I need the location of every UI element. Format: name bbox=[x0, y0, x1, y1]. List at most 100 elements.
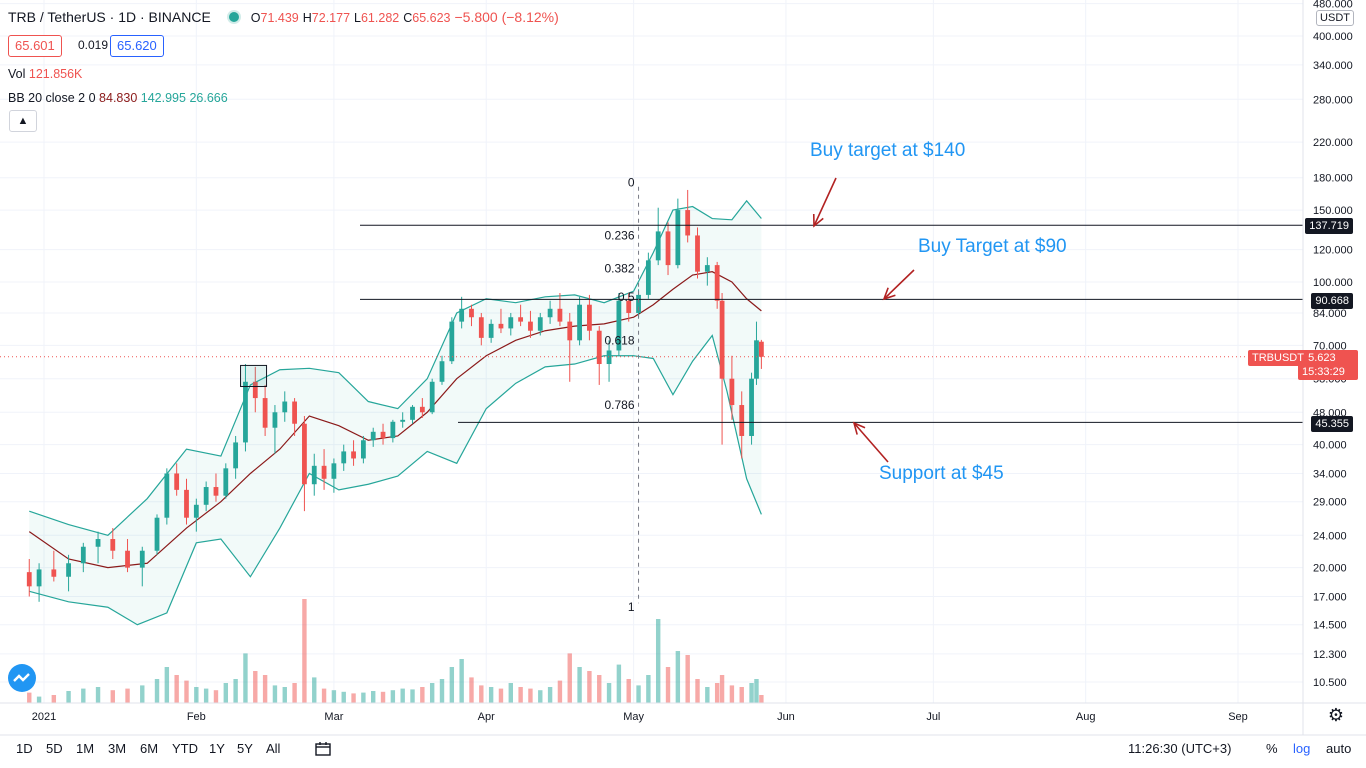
candle-body bbox=[449, 321, 455, 362]
ohlc-label: H bbox=[302, 11, 312, 25]
candle-body bbox=[282, 401, 288, 413]
calendar-icon[interactable] bbox=[314, 741, 332, 760]
change-value: −5.800 (−8.12%) bbox=[454, 9, 559, 25]
x-tick-label: Jul bbox=[926, 711, 940, 723]
volume-bar bbox=[739, 687, 744, 703]
volume-bar bbox=[439, 679, 445, 703]
candle-body bbox=[537, 317, 543, 331]
range-button-6m[interactable]: 6M bbox=[140, 741, 159, 756]
candle-body bbox=[577, 304, 582, 341]
range-button-1d[interactable]: 1D bbox=[16, 741, 33, 756]
candle-body bbox=[478, 317, 484, 338]
y-tick-label: 70.000 bbox=[1313, 340, 1347, 352]
ohlc-value: 65.623 bbox=[412, 11, 451, 25]
symbol-title[interactable]: TRB / TetherUS · 1D · BINANCE bbox=[8, 9, 211, 25]
tradingview-logo-icon[interactable] bbox=[8, 664, 36, 692]
volume-bar bbox=[567, 653, 572, 703]
candle-body bbox=[498, 323, 504, 329]
candle-body bbox=[469, 308, 474, 318]
candle-body bbox=[439, 361, 445, 382]
volume-bar bbox=[719, 675, 725, 703]
bottom-toolbar: 1D 5D 1M 3M 6M YTD 1Y 5Y All 11:26:30 (UTC+3) % … bbox=[0, 735, 1366, 765]
y-tick-label: 120.000 bbox=[1313, 245, 1353, 257]
y-tick-label: 29.000 bbox=[1313, 497, 1347, 509]
volume-bar bbox=[361, 692, 366, 703]
bollinger-legend[interactable]: BB 20 close 2 0 84.830 142.995 26.666 bbox=[8, 91, 228, 105]
range-button-5d[interactable]: 5D bbox=[46, 741, 63, 756]
volume-bar bbox=[66, 691, 71, 703]
volume-bar bbox=[429, 683, 435, 703]
candle-body bbox=[95, 539, 101, 547]
clock-time[interactable]: 11:26:30 (UTC+3) bbox=[1128, 741, 1232, 756]
volume-bar bbox=[410, 689, 415, 703]
volume-bar bbox=[606, 683, 612, 703]
auto-toggle[interactable]: auto bbox=[1326, 741, 1352, 756]
volume-bar bbox=[351, 693, 356, 703]
range-button-1y[interactable]: 1Y bbox=[209, 741, 225, 756]
axis-currency-label[interactable]: USDT bbox=[1316, 10, 1354, 26]
volume-bar bbox=[380, 691, 386, 703]
collapse-legend-button[interactable]: ▲ bbox=[9, 110, 37, 132]
candle-body bbox=[331, 463, 337, 479]
candle-body bbox=[321, 465, 327, 479]
candle-body bbox=[528, 321, 533, 331]
bollinger-lower-line bbox=[29, 334, 762, 626]
volume-bar bbox=[705, 687, 710, 703]
y-tick-label: 340.000 bbox=[1313, 60, 1353, 72]
volume-bar bbox=[587, 671, 592, 703]
candle-body bbox=[400, 419, 406, 422]
ohlc-label: O bbox=[250, 11, 261, 25]
range-button-ytd[interactable]: YTD bbox=[172, 741, 198, 756]
volume-bar bbox=[243, 653, 248, 703]
percent-toggle[interactable]: % bbox=[1266, 741, 1278, 756]
sell-price-button[interactable]: 65.601 bbox=[8, 35, 62, 57]
y-tick-label: 10.500 bbox=[1313, 677, 1347, 689]
volume-bar bbox=[302, 599, 307, 703]
volume-bar bbox=[547, 687, 553, 703]
y-tick-label: 220.000 bbox=[1313, 137, 1353, 149]
range-button-3m[interactable]: 3M bbox=[108, 741, 127, 756]
buy-price-button[interactable]: 65.620 bbox=[110, 35, 164, 57]
volume-bar bbox=[194, 687, 199, 703]
fib-level-label: 0.618 bbox=[605, 333, 635, 347]
candle-body bbox=[739, 405, 745, 436]
volume-bar bbox=[459, 659, 464, 703]
market-status-icon bbox=[228, 12, 239, 22]
candle-body bbox=[272, 412, 278, 428]
x-tick-label: Apr bbox=[478, 711, 495, 723]
volume-legend[interactable]: Vol 121.856K bbox=[8, 67, 82, 81]
candle-body bbox=[174, 473, 180, 490]
volume-bar bbox=[655, 619, 661, 703]
volume-bar bbox=[81, 688, 86, 703]
fib-level-label: 0.5 bbox=[618, 290, 635, 304]
annotation-buy-90: Buy Target at $90 bbox=[918, 236, 1067, 257]
candle-body bbox=[719, 300, 725, 379]
candle-body bbox=[488, 323, 494, 338]
range-button-5y[interactable]: 5Y bbox=[237, 741, 253, 756]
volume-bar bbox=[626, 679, 631, 703]
bollinger-basis-value: 84.830 bbox=[99, 91, 138, 105]
volume-bar bbox=[685, 655, 690, 703]
candle-body bbox=[459, 308, 465, 322]
ohlc-o: O71.439 bbox=[251, 11, 299, 25]
log-toggle[interactable]: log bbox=[1293, 741, 1311, 756]
range-button-1m[interactable]: 1M bbox=[76, 741, 95, 756]
level-tag-137: 137.719 bbox=[1305, 218, 1353, 234]
candle-body bbox=[695, 235, 700, 272]
volume-bar bbox=[449, 667, 455, 703]
candle-body bbox=[596, 330, 602, 365]
candle-body bbox=[351, 451, 356, 459]
x-tick-label: 2021 bbox=[32, 711, 56, 723]
bollinger-upper-line bbox=[29, 199, 762, 536]
candle-body bbox=[665, 231, 671, 266]
level-tag-90: 90.668 bbox=[1311, 293, 1353, 309]
range-button-all[interactable]: All bbox=[266, 741, 281, 756]
candle-body bbox=[233, 442, 239, 469]
bollinger-lower-value: 26.666 bbox=[189, 91, 228, 105]
candle-body bbox=[360, 440, 366, 459]
volume-bar bbox=[51, 695, 57, 703]
candle-body bbox=[758, 341, 764, 357]
y-tick-label: 180.000 bbox=[1313, 173, 1353, 185]
settings-gear-icon[interactable]: ⚙ bbox=[1327, 705, 1344, 725]
